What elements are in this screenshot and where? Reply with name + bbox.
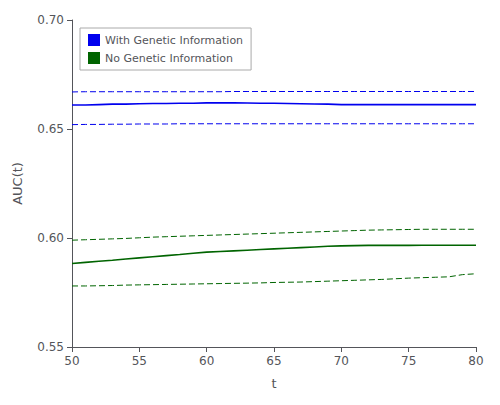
svg-text:70: 70 — [334, 354, 349, 368]
svg-text:t: t — [271, 376, 276, 391]
svg-text:0.65: 0.65 — [37, 122, 64, 136]
svg-text:75: 75 — [401, 354, 416, 368]
svg-text:AUC(t): AUC(t) — [10, 162, 25, 205]
svg-text:80: 80 — [468, 354, 483, 368]
svg-text:With Genetic Information: With Genetic Information — [105, 34, 243, 47]
svg-text:55: 55 — [132, 354, 147, 368]
svg-text:0.70: 0.70 — [37, 13, 64, 27]
svg-text:65: 65 — [266, 354, 281, 368]
svg-text:60: 60 — [199, 354, 214, 368]
svg-text:0.55: 0.55 — [37, 340, 64, 354]
svg-text:No Genetic Information: No Genetic Information — [105, 52, 233, 65]
svg-text:0.60: 0.60 — [37, 231, 64, 245]
svg-text:50: 50 — [64, 354, 79, 368]
